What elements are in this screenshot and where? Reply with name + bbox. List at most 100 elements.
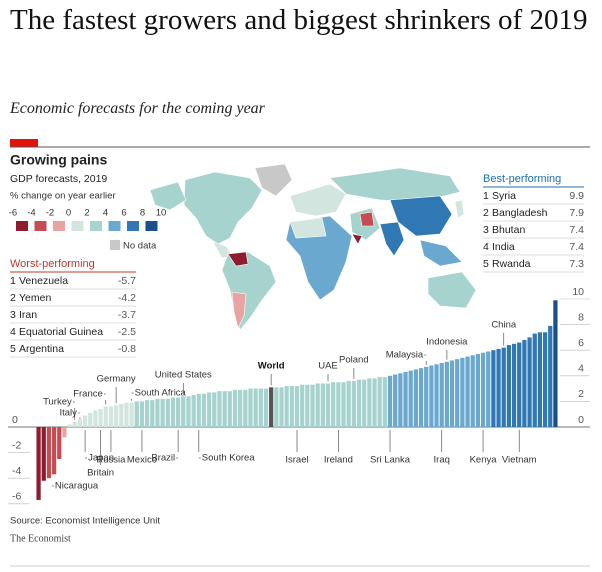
bar (77, 419, 83, 427)
bar (222, 391, 227, 427)
bar (134, 401, 139, 427)
no-data-swatch (110, 240, 120, 250)
bar (144, 400, 150, 427)
bar (553, 300, 558, 427)
category-label: Mexico (127, 455, 157, 466)
legend-scale-label: 0 (66, 208, 71, 219)
y-tick-label: 6 (578, 337, 584, 349)
bar (480, 352, 486, 427)
bar (517, 342, 522, 427)
bar (346, 380, 351, 427)
bar (217, 391, 222, 427)
category-label: France (73, 389, 103, 400)
india (379, 221, 405, 257)
y-tick-label: 2 (578, 388, 584, 400)
bar (532, 333, 537, 427)
list-name: Bhutan (492, 224, 525, 236)
bar (444, 361, 450, 427)
bar (82, 415, 88, 427)
bar (212, 392, 217, 427)
bar (176, 397, 181, 427)
bar (201, 393, 207, 427)
bar (455, 359, 460, 427)
list-rank: 5 (10, 343, 16, 355)
list-title: Worst-performing (10, 258, 95, 270)
bar (429, 365, 434, 427)
legend-swatch (16, 221, 28, 231)
bar (232, 389, 238, 427)
y-tick-label: -4 (12, 465, 21, 477)
list-name: Syria (492, 190, 516, 202)
category-label: Brazil (151, 453, 175, 464)
list-name: Bangladesh (492, 207, 548, 219)
category-label: Ireland (324, 455, 353, 466)
list-value: 7.4 (569, 224, 584, 236)
bar (496, 348, 501, 427)
bar (93, 410, 98, 427)
list-value: 7.9 (569, 207, 584, 219)
list-value: -3.7 (118, 309, 136, 321)
china (389, 195, 453, 237)
bar (36, 427, 41, 500)
iran (359, 211, 375, 227)
list-rank: 2 (483, 207, 489, 219)
bar (274, 387, 279, 427)
bar (393, 374, 398, 427)
bar (522, 339, 527, 427)
bar (108, 406, 114, 427)
japan (454, 199, 465, 219)
bar (424, 366, 429, 427)
legend-scale-label: 10 (156, 208, 167, 219)
legend-scale-label: -2 (46, 208, 54, 219)
list-rank: 2 (10, 292, 16, 304)
legend-scale-label: -4 (27, 208, 35, 219)
bar (460, 357, 465, 427)
bar (315, 383, 320, 427)
category-label: Iraq (434, 455, 450, 466)
category-label: Japan (88, 453, 114, 464)
bar (46, 427, 52, 479)
bar (155, 398, 160, 427)
list-name: Yemen (19, 292, 51, 304)
bar (413, 369, 418, 427)
y-tick-label: -2 (12, 439, 21, 451)
bar (150, 400, 155, 427)
chart-subtitle: GDP forecasts, 2019 (10, 173, 107, 185)
bar (258, 388, 263, 427)
bar (294, 386, 300, 427)
bar (310, 384, 315, 427)
bar (408, 370, 413, 427)
brand: The Economist (10, 533, 71, 544)
legend-scale-label: 2 (84, 208, 89, 219)
list-value: 7.3 (569, 258, 584, 270)
world-map (149, 163, 477, 331)
list-rank: 1 (10, 275, 16, 287)
list-value: -2.5 (118, 326, 136, 338)
south-america (221, 251, 277, 331)
bar (511, 343, 517, 427)
chart-title: Growing pains (10, 152, 107, 168)
bar (356, 379, 362, 427)
bar (300, 384, 305, 427)
category-label: Britain (87, 468, 114, 479)
europe (289, 183, 347, 217)
bar (62, 427, 67, 438)
bar (387, 375, 393, 427)
source: Source: Economist Intelligence Unit (10, 516, 160, 527)
bar (139, 401, 145, 427)
no-data-label: No data (123, 241, 157, 252)
bar (351, 380, 356, 427)
bar (129, 402, 134, 427)
bar (207, 392, 212, 427)
bar (449, 360, 455, 427)
north-africa (289, 217, 327, 239)
bar (341, 382, 346, 427)
bar (491, 350, 496, 427)
bar (88, 412, 93, 427)
bar (196, 393, 201, 427)
category-label: Germany (97, 374, 136, 385)
bar (160, 398, 165, 427)
list-title: Best-performing (483, 173, 561, 185)
bar (372, 378, 377, 427)
